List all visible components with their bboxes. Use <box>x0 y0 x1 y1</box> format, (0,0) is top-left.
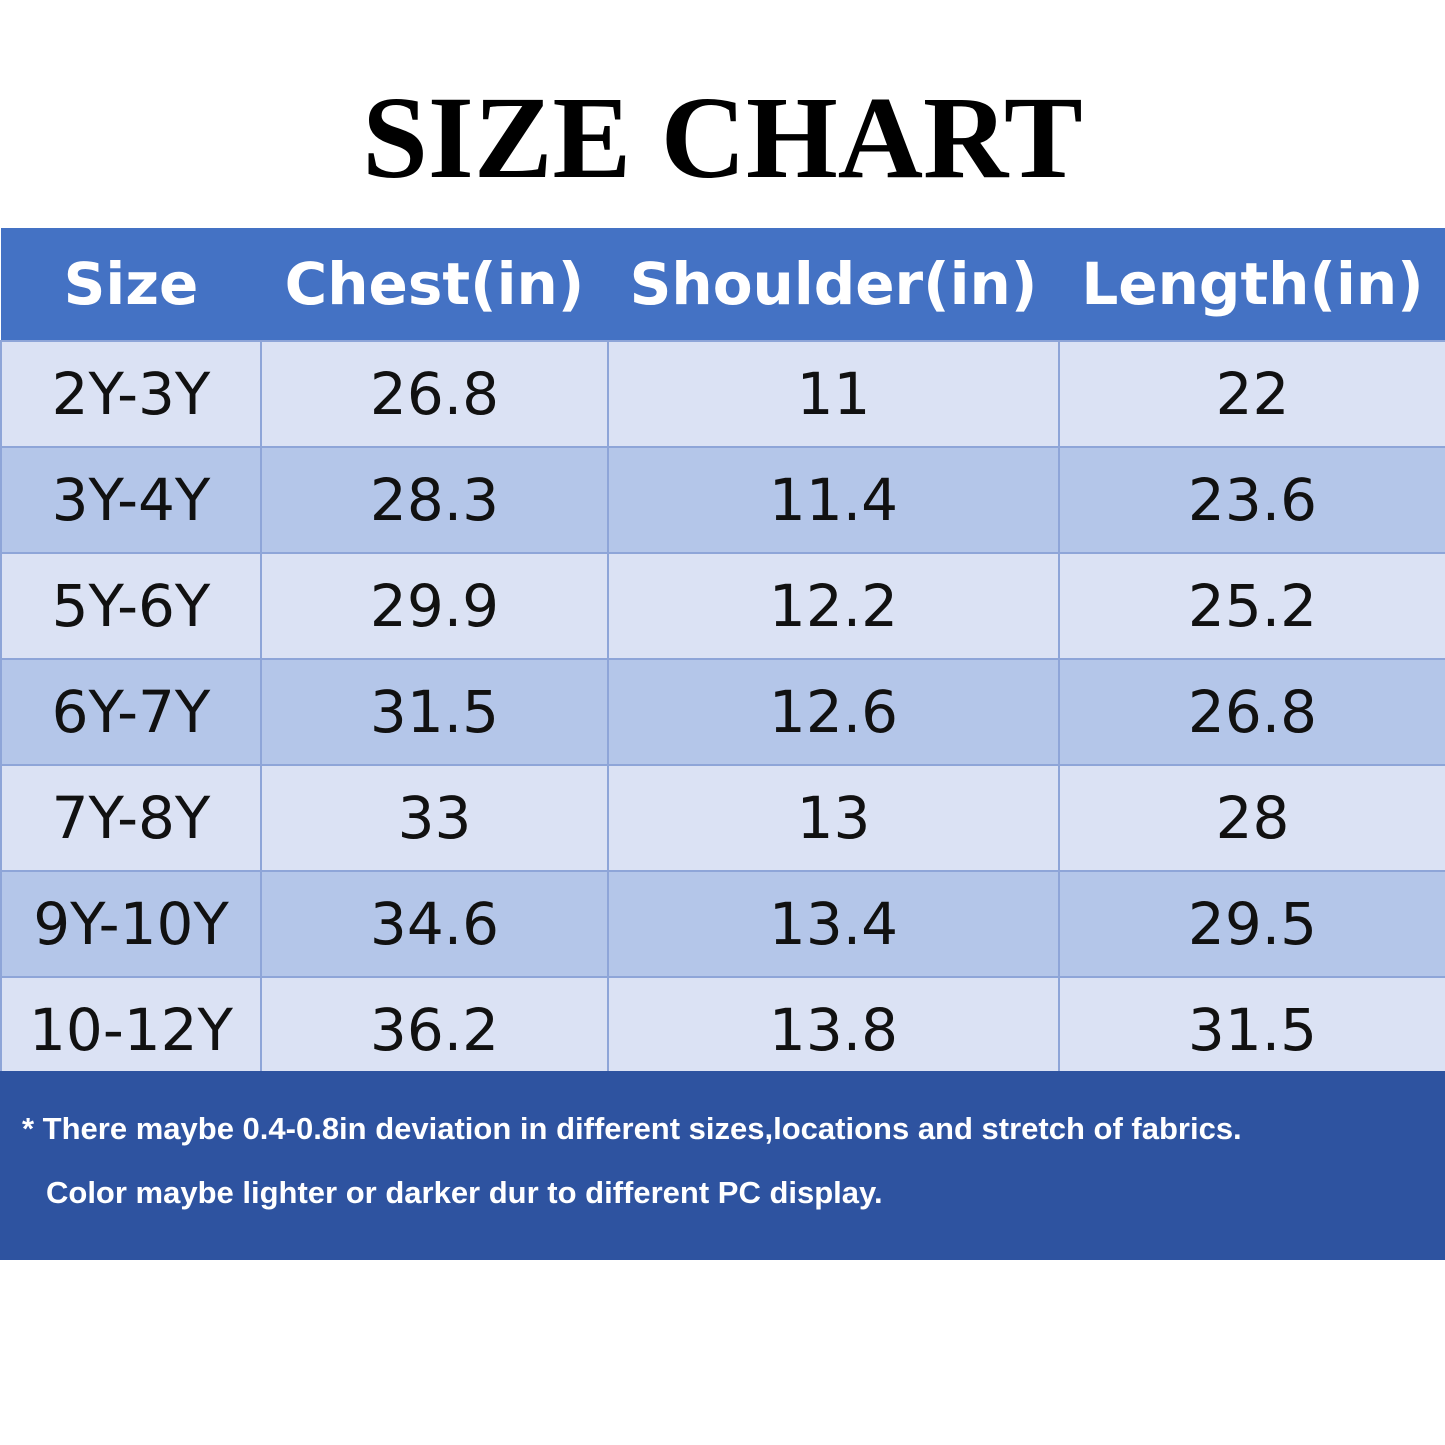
table-row: 5Y-6Y 29.9 12.2 25.2 <box>0 552 1445 660</box>
cell: 36.2 <box>260 976 609 1084</box>
cell: 10-12Y <box>0 976 262 1084</box>
cell: 13.4 <box>607 870 1060 978</box>
table-row: 2Y-3Y 26.8 11 22 <box>0 340 1445 448</box>
cell: 13 <box>607 764 1060 872</box>
table-row: 3Y-4Y 28.3 11.4 23.6 <box>0 446 1445 554</box>
cell: 34.6 <box>260 870 609 978</box>
cell: 31.5 <box>260 658 609 766</box>
cell: 6Y-7Y <box>0 658 262 766</box>
cell: 29.9 <box>260 552 609 660</box>
cell: 28.3 <box>260 446 609 554</box>
cell: 13.8 <box>607 976 1060 1084</box>
cell: 33 <box>260 764 609 872</box>
cell: 7Y-8Y <box>0 764 262 872</box>
table-row: 10-12Y 36.2 13.8 31.5 <box>0 976 1445 1084</box>
cell: 31.5 <box>1058 976 1445 1084</box>
header-row: Size Chest(in) Shoulder(in) Length(in) <box>1 228 1445 341</box>
cell: 26.8 <box>260 340 609 448</box>
cell: 12.6 <box>607 658 1060 766</box>
cell: 11.4 <box>607 446 1060 554</box>
notes: * There maybe 0.4-0.8in deviation in dif… <box>0 1071 1445 1260</box>
table-row: 6Y-7Y 31.5 12.6 26.8 <box>0 658 1445 766</box>
note: Color maybe lighter or darker dur to dif… <box>46 1175 883 1210</box>
cell: 12.2 <box>607 552 1060 660</box>
size-table: Size Chest(in) Shoulder(in) Length(in) 2Y-3… <box>0 228 1445 1084</box>
cell: 11 <box>607 340 1060 448</box>
column-header: Size <box>1 228 261 341</box>
cell: 22 <box>1058 340 1445 448</box>
cell: 3Y-4Y <box>0 446 262 554</box>
table-body: 2Y-3Y 26.8 11 22 3Y-4Y 28.3 11.4 23.6 5Y-6Y 29.9 1… <box>0 340 1445 1084</box>
cell: 26.8 <box>1058 658 1445 766</box>
cell: 2Y-3Y <box>0 340 262 448</box>
table-row: 9Y-10Y 34.6 13.4 29.5 <box>0 870 1445 978</box>
cell: 28 <box>1058 764 1445 872</box>
column-header: Chest(in) <box>261 228 608 341</box>
table-row: 7Y-8Y 33 13 28 <box>0 764 1445 872</box>
title: SIZE CHART <box>362 72 1083 203</box>
column-header: Shoulder(in) <box>608 228 1059 341</box>
note: * There maybe 0.4-0.8in deviation in dif… <box>22 1111 1242 1146</box>
cell: 29.5 <box>1058 870 1445 978</box>
cell: 9Y-10Y <box>0 870 262 978</box>
cell: 23.6 <box>1058 446 1445 554</box>
cell: 25.2 <box>1058 552 1445 660</box>
column-header: Length(in) <box>1059 228 1445 341</box>
cell: 5Y-6Y <box>0 552 262 660</box>
